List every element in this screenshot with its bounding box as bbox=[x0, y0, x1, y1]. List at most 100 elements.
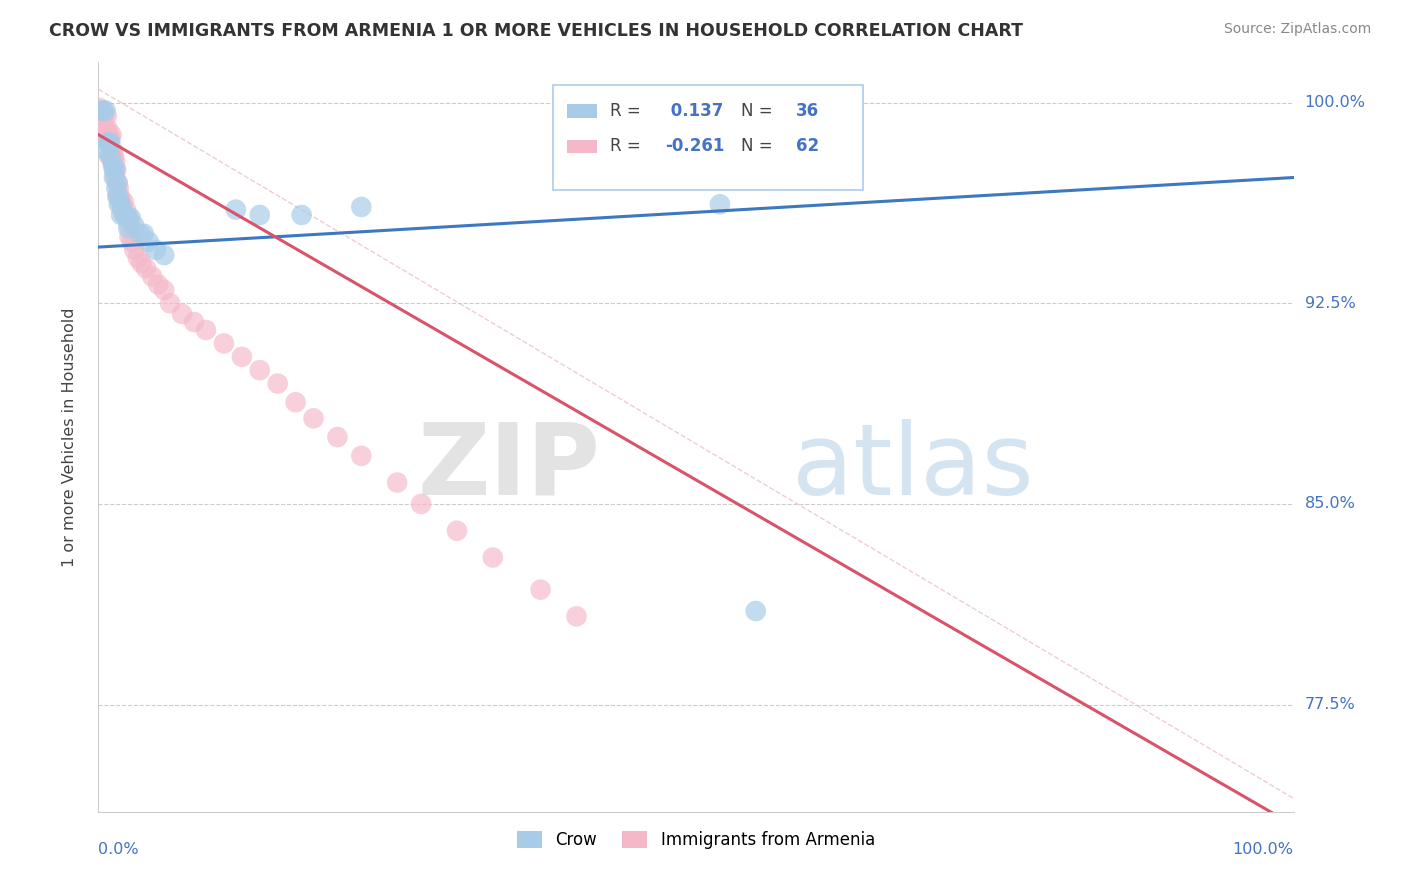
Y-axis label: 1 or more Vehicles in Household: 1 or more Vehicles in Household bbox=[62, 308, 77, 566]
Point bbox=[104, 170, 127, 185]
Point bbox=[183, 315, 205, 329]
Point bbox=[94, 122, 117, 136]
Point bbox=[117, 221, 139, 235]
Point bbox=[111, 202, 134, 217]
Point bbox=[115, 211, 138, 225]
Point bbox=[172, 307, 194, 321]
Text: -0.261: -0.261 bbox=[665, 137, 724, 155]
Point bbox=[105, 181, 128, 195]
Point bbox=[127, 251, 149, 265]
Text: atlas: atlas bbox=[792, 418, 1033, 516]
Point bbox=[96, 109, 118, 123]
Text: N =: N = bbox=[741, 103, 779, 120]
Point bbox=[107, 189, 129, 203]
Point bbox=[709, 197, 731, 211]
Point bbox=[114, 208, 136, 222]
Point bbox=[98, 144, 122, 158]
Point bbox=[108, 189, 131, 203]
Point bbox=[117, 211, 139, 225]
Text: ZIP: ZIP bbox=[418, 418, 600, 516]
Point bbox=[350, 449, 373, 463]
Point bbox=[100, 128, 122, 142]
Point bbox=[96, 144, 118, 158]
Text: Source: ZipAtlas.com: Source: ZipAtlas.com bbox=[1223, 22, 1371, 37]
Point bbox=[112, 194, 135, 209]
Point bbox=[111, 200, 134, 214]
Point bbox=[124, 219, 146, 233]
Text: CROW VS IMMIGRANTS FROM ARMENIA 1 OR MORE VEHICLES IN HOUSEHOLD CORRELATION CHAR: CROW VS IMMIGRANTS FROM ARMENIA 1 OR MOR… bbox=[49, 22, 1024, 40]
Text: 77.5%: 77.5% bbox=[1305, 698, 1355, 712]
Point bbox=[120, 211, 142, 225]
Point bbox=[103, 170, 125, 185]
Point bbox=[326, 430, 349, 444]
FancyBboxPatch shape bbox=[553, 85, 863, 190]
Point bbox=[104, 162, 127, 177]
Point bbox=[89, 101, 111, 115]
Point bbox=[93, 109, 115, 123]
Point bbox=[195, 323, 218, 337]
Point bbox=[97, 136, 120, 150]
Text: 62: 62 bbox=[796, 137, 820, 155]
Point bbox=[107, 181, 129, 195]
Point bbox=[110, 208, 132, 222]
Point bbox=[94, 103, 117, 118]
Point bbox=[291, 208, 314, 222]
Point bbox=[90, 103, 112, 118]
Point bbox=[96, 128, 118, 142]
Point bbox=[129, 227, 152, 241]
Point bbox=[91, 103, 114, 118]
Point bbox=[153, 283, 176, 297]
Point bbox=[115, 202, 138, 217]
Text: 0.0%: 0.0% bbox=[98, 842, 139, 856]
Text: 100.0%: 100.0% bbox=[1305, 95, 1365, 110]
Text: 0.137: 0.137 bbox=[665, 103, 723, 120]
Point bbox=[138, 235, 160, 249]
Point bbox=[105, 162, 128, 177]
Point bbox=[101, 144, 124, 158]
Point bbox=[107, 197, 129, 211]
Legend: Crow, Immigrants from Armenia: Crow, Immigrants from Armenia bbox=[510, 824, 882, 855]
Text: 36: 36 bbox=[796, 103, 820, 120]
Point bbox=[98, 136, 121, 150]
Point bbox=[249, 363, 271, 377]
Point bbox=[745, 604, 768, 618]
Point bbox=[225, 202, 247, 217]
FancyBboxPatch shape bbox=[567, 104, 598, 118]
Point bbox=[124, 243, 146, 257]
Point bbox=[350, 200, 373, 214]
Point bbox=[103, 149, 125, 163]
Point bbox=[249, 208, 271, 222]
Point bbox=[131, 256, 153, 270]
Point bbox=[103, 162, 125, 177]
Text: N =: N = bbox=[741, 137, 779, 155]
Text: R =: R = bbox=[610, 103, 645, 120]
Point bbox=[101, 157, 124, 171]
Point bbox=[98, 149, 122, 163]
Point bbox=[284, 395, 307, 409]
Point bbox=[302, 411, 325, 425]
Point bbox=[148, 277, 170, 292]
Text: R =: R = bbox=[610, 137, 645, 155]
Point bbox=[107, 176, 129, 190]
Point bbox=[118, 229, 141, 244]
Point bbox=[446, 524, 468, 538]
Point bbox=[97, 130, 120, 145]
Point bbox=[98, 136, 122, 150]
Point bbox=[132, 227, 155, 241]
Point bbox=[98, 149, 121, 163]
Point bbox=[98, 136, 121, 150]
Point bbox=[141, 269, 163, 284]
Point bbox=[107, 189, 129, 203]
Point bbox=[231, 350, 253, 364]
Point bbox=[104, 154, 127, 169]
FancyBboxPatch shape bbox=[567, 140, 598, 153]
Point bbox=[159, 296, 181, 310]
Point bbox=[212, 336, 235, 351]
Point bbox=[135, 261, 157, 276]
Point bbox=[98, 130, 122, 145]
Point bbox=[93, 122, 115, 136]
Point bbox=[97, 122, 120, 136]
Point bbox=[100, 149, 122, 163]
Point bbox=[117, 216, 139, 230]
Text: 100.0%: 100.0% bbox=[1233, 842, 1294, 856]
